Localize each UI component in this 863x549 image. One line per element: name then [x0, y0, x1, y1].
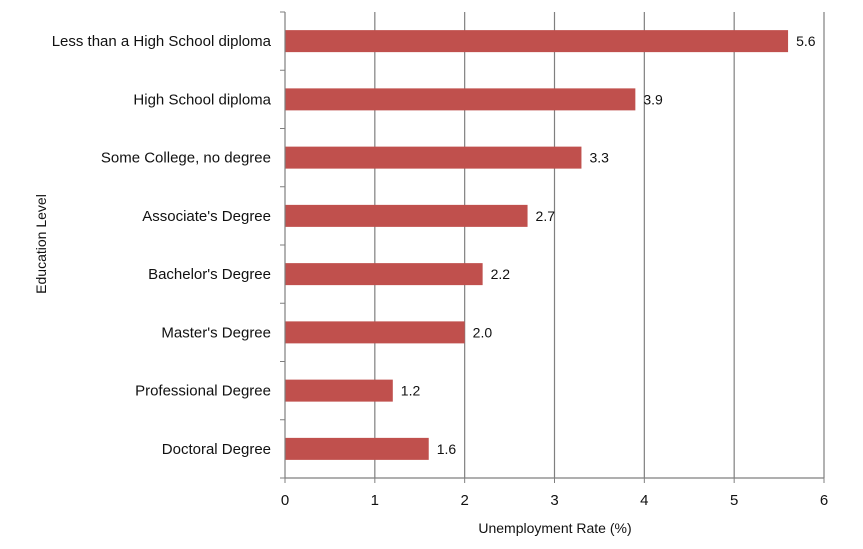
y-axis-title: Education Level [33, 194, 49, 294]
bar [285, 30, 789, 53]
data-label: 3.9 [643, 91, 663, 107]
category-label: Less than a High School diploma [52, 33, 272, 50]
bar [285, 437, 429, 460]
bar [285, 146, 582, 169]
data-label: 1.6 [437, 441, 457, 457]
category-label: Master's Degree [161, 324, 271, 341]
category-label: Doctoral Degree [162, 441, 271, 458]
x-tick-label: 2 [460, 492, 468, 509]
category-label: Associate's Degree [142, 208, 271, 225]
category-label: Some College, no degree [101, 150, 271, 167]
bars [285, 30, 789, 460]
bar [285, 379, 393, 402]
data-label: 2.7 [536, 208, 556, 224]
bar [285, 321, 465, 344]
x-tick-label: 5 [730, 492, 738, 509]
category-label: High School diploma [133, 91, 271, 108]
x-axis-title: Unemployment Rate (%) [478, 520, 631, 536]
gridlines [374, 12, 825, 478]
category-labels: Less than a High School diploma High Scho… [52, 33, 272, 458]
x-tick-label: 6 [820, 492, 828, 509]
bar [285, 263, 483, 286]
bar [285, 204, 528, 227]
x-tick-label: 0 [281, 492, 289, 509]
bar [285, 88, 636, 111]
data-label: 5.6 [796, 33, 816, 49]
data-labels: 5.6 3.9 3.3 2.7 2.2 2.0 1.2 1.6 [401, 33, 816, 457]
axes [280, 11, 825, 483]
data-label: 3.3 [589, 150, 609, 166]
data-label: 2.2 [491, 266, 511, 282]
x-tick-label: 4 [640, 492, 648, 509]
data-label: 1.2 [401, 383, 421, 399]
x-tick-labels: 0 1 2 3 4 5 6 [281, 492, 828, 509]
category-label: Bachelor's Degree [148, 266, 271, 283]
x-tick-label: 3 [550, 492, 558, 509]
data-label: 2.0 [473, 324, 493, 340]
x-tick-label: 1 [371, 492, 379, 509]
category-label: Professional Degree [135, 383, 271, 400]
